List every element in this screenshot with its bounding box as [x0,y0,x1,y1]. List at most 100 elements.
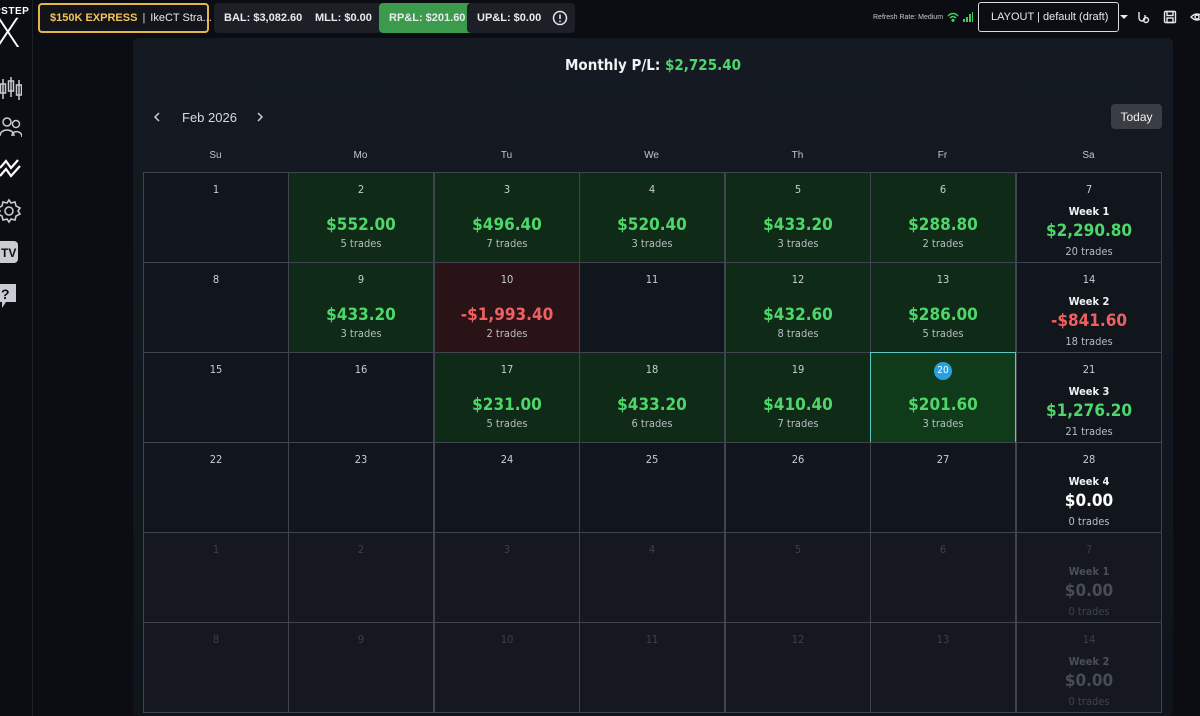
day-cell[interactable]: 11 [579,622,725,713]
undo-icon[interactable] [1136,10,1150,24]
day-cell[interactable]: 13 [870,622,1016,713]
pnl-amount: $1,276.20 [1045,401,1133,421]
chevron-down-icon [1120,15,1129,19]
day-cell[interactable]: 12 [725,622,871,713]
day-number: 1 [212,543,220,556]
day-cell[interactable]: 4 [579,532,725,623]
day-cell[interactable]: 15 [143,352,289,443]
balance-badge[interactable]: BAL: $3,082.60 [214,3,313,33]
week-label: Week 3 [1068,385,1110,398]
weekday-label: Th [791,150,804,161]
trade-count: 6 trades [631,417,673,430]
week-summary-cell[interactable]: 28 Week 4 $0.00 0 trades [1016,442,1162,533]
day-cell[interactable]: 19 $410.40 7 trades [725,352,871,443]
account-separator: | [142,12,146,24]
alert-info-button[interactable] [545,3,575,33]
pnl-amount: $288.80 [908,215,978,235]
day-number: 13 [936,633,950,646]
users-icon[interactable] [0,116,22,144]
help-icon[interactable]: ? [0,282,20,310]
day-cell[interactable]: 12 $432.60 8 trades [725,262,871,353]
account-strategy: IkeCT Stra... [150,12,212,24]
day-cell[interactable]: 27 [870,442,1016,533]
prev-month-button[interactable] [150,110,164,124]
day-number: 28 [1082,453,1096,466]
next-month-button[interactable] [253,110,267,124]
mll-badge[interactable]: MLL: $0.00 [305,3,382,33]
day-number: 2 [357,183,365,196]
pnl-amount: $433.20 [326,305,396,325]
candlestick-chart-icon[interactable] [0,76,22,104]
day-cell[interactable]: 1 [143,532,289,623]
day-cell[interactable]: 9 $433.20 3 trades [288,262,434,353]
day-cell[interactable]: 4 $520.40 3 trades [579,172,725,263]
day-cell[interactable]: 2 $552.00 5 trades [288,172,434,263]
day-cell[interactable]: 6 [870,532,1016,623]
day-cell[interactable]: 3 $496.40 7 trades [434,172,580,263]
weekday-label: Su [209,150,222,161]
pnl-amount: $552.00 [326,215,396,235]
day-cell[interactable]: 25 [579,442,725,533]
day-number: 11 [645,633,659,646]
day-cell[interactable]: 22 [143,442,289,533]
day-number: 14 [1082,633,1096,646]
week-summary-cell[interactable]: 7 Week 1 $2,290.80 20 trades [1016,172,1162,263]
day-number: 18 [645,363,659,376]
account-name: $150K EXPRESS [50,12,138,24]
trade-count: 3 trades [631,237,673,250]
week-summary-cell[interactable]: 14 Week 2 -$841.60 18 trades [1016,262,1162,353]
day-cell[interactable]: 5 $433.20 3 trades [725,172,871,263]
day-cell[interactable]: 17 $231.00 5 trades [434,352,580,443]
day-cell[interactable]: 26 [725,442,871,533]
day-cell[interactable]: 23 [288,442,434,533]
analytics-icon[interactable] [0,156,21,184]
day-number: 10 [500,633,514,646]
layout-selector[interactable]: LAYOUT | default (draft) [978,2,1129,32]
day-cell[interactable]: 3 [434,532,580,623]
day-cell[interactable]: 24 [434,442,580,533]
visibility-toggle-icon[interactable] [1190,10,1200,24]
pnl-amount: $432.60 [763,305,833,325]
day-cell[interactable]: 13 $286.00 5 trades [870,262,1016,353]
week-summary-cell[interactable]: 21 Week 3 $1,276.20 21 trades [1016,352,1162,443]
exclamation-circle-icon [552,10,568,26]
day-cell[interactable]: 6 $288.80 2 trades [870,172,1016,263]
day-number: 4 [648,543,656,556]
day-cell[interactable]: 1 [143,172,289,263]
day-cell[interactable]: 18 $433.20 6 trades [579,352,725,443]
week-summary-cell[interactable]: 7 Week 1 $0.00 0 trades [1016,532,1162,623]
today-button[interactable]: Today [1111,104,1162,129]
day-number: 4 [648,183,656,196]
settings-gear-icon[interactable] [0,198,22,226]
trade-count: 3 trades [340,327,382,340]
account-selector[interactable]: $150K EXPRESS | IkeCT Stra... [38,3,230,33]
day-cell[interactable]: 16 [288,352,434,443]
day-cell[interactable]: 10 [434,622,580,713]
week-summary-cell[interactable]: 14 Week 2 $0.00 0 trades [1016,622,1162,713]
day-cell[interactable]: 20 $201.60 3 trades [870,352,1016,443]
svg-text:TV: TV [1,246,16,260]
pnl-amount: $410.40 [763,395,833,415]
day-number: 9 [357,633,365,646]
unrealized-pnl-badge[interactable]: UP&L: $0.00 [467,3,552,33]
day-cell[interactable]: 8 [143,262,289,353]
app-logo[interactable]: PSTEP X [0,2,33,52]
week-label: Week 1 [1068,565,1110,578]
day-cell[interactable]: 9 [288,622,434,713]
save-icon[interactable] [1163,10,1177,24]
day-number: 11 [645,273,659,286]
day-cell[interactable]: 10 -$1,993.40 2 trades [434,262,580,353]
tv-icon[interactable]: TV [0,240,20,268]
trade-count: 5 trades [922,327,964,340]
refresh-rate[interactable]: Refresh Rate: Medium [873,12,974,22]
trade-count: 7 trades [486,237,528,250]
day-cell[interactable]: 8 [143,622,289,713]
day-cell[interactable]: 2 [288,532,434,623]
day-number: 7 [1085,183,1093,196]
day-cell[interactable]: 11 [579,262,725,353]
realized-pnl-badge[interactable]: RP&L: $201.60 [379,3,476,33]
trade-count: 5 trades [486,417,528,430]
pnl-amount: -$841.60 [1050,311,1127,331]
pnl-amount: $0.00 [1064,581,1114,601]
day-cell[interactable]: 5 [725,532,871,623]
